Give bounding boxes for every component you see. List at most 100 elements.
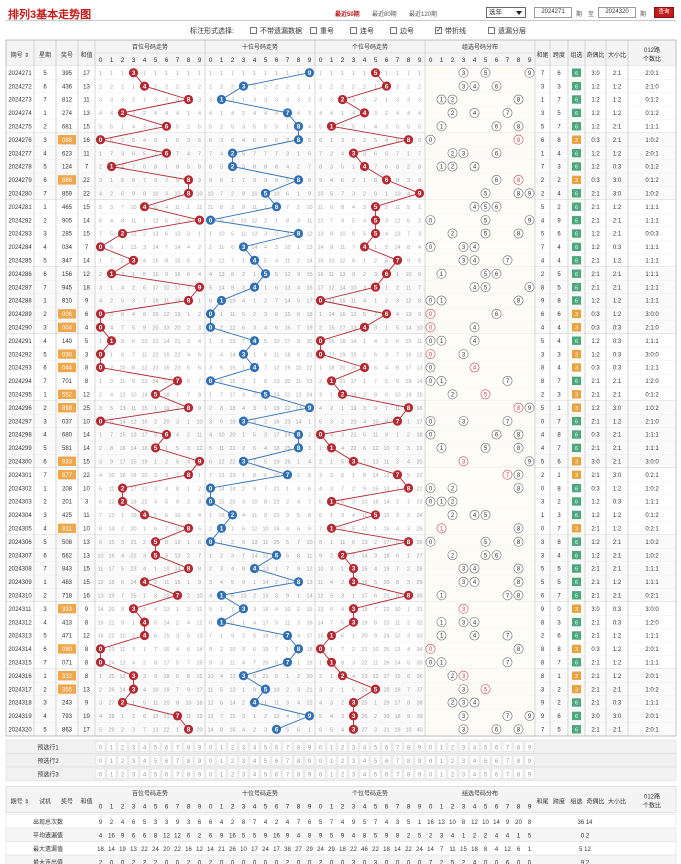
trend-ball-u [381,175,392,185]
omission-value: 1 [407,500,410,506]
trend-ball-t [238,416,249,426]
omission-value: 7 [154,647,157,653]
omission-value: 2 [396,446,399,452]
trend-ball-digit: 3 [352,727,356,734]
omission-value: 3 [374,728,377,734]
weekday-cell: 1 [43,580,47,586]
omission-value: 12 [119,661,125,667]
big-small-cell: 1:2 [613,661,622,667]
stats-value: 22 [350,847,357,853]
group-ball-digit: 2 [451,486,455,492]
omission-value: 3 [352,500,355,506]
issue-cell: 2024301 [8,473,32,479]
group-ball-digit: 3 [462,674,466,680]
omission-value: 3 [220,661,223,667]
omission-value: 16 [218,513,224,519]
option-checkbox-4[interactable] [435,26,442,34]
group-ball [425,536,436,547]
omission-value: 2 [319,379,322,385]
road012-cell: 0:1:2 [645,165,659,171]
to-issue-input[interactable]: 2024320 [598,7,636,18]
omission-value: 14 [372,473,378,479]
omission-value: 4 [110,111,113,117]
span-cell: 0 [557,607,561,613]
omission-value: 2 [330,473,333,479]
option-checkbox-5[interactable] [488,27,495,34]
number-cell: 793 [62,714,73,720]
omission-value: 1 [187,111,190,117]
big-small-cell: 3:0 [613,192,622,198]
group-ball [491,148,502,158]
big-small-cell: 1:2 [613,580,622,586]
sum-tail-cell: 9 [541,299,545,305]
stats-value: 26 [229,847,236,853]
omission-value: 2 [165,84,168,90]
period-select[interactable]: 选年 [486,7,526,18]
omission-value: 17 [174,285,180,291]
weekday-cell: 3 [43,419,47,425]
odd-even-cell: 0:3 [591,647,600,653]
trend-ball-t [304,68,315,78]
range-last-50-link[interactable]: 最近50期 [335,12,360,18]
stats-value: 12 [196,847,203,853]
road012-cell: 2:0:1 [645,71,659,77]
group-ball [513,590,524,601]
group-ball-digit: 8 [517,473,521,479]
omission-value: 1 [176,607,179,613]
omission-value: 6 [341,473,344,479]
omission-value: 7 [121,326,124,332]
odd-even-cell: 2:1 [591,379,600,385]
trend-ball-digit: 7 [286,660,290,667]
omission-value: 11 [208,205,214,211]
omission-value: 1 [209,513,212,519]
group-ball [458,617,469,627]
omission-value: 4 [286,714,289,720]
group-ball [458,603,469,614]
number-cell: 034 [62,245,73,251]
group-ball-digit: 8 [517,178,521,184]
omission-value: 4 [385,138,388,144]
option-checkbox-1[interactable] [310,27,317,34]
issue-cell: 2024289 [8,312,32,318]
option-checkbox-0[interactable] [250,27,257,34]
number-cell: 124 [62,165,73,171]
omission-value: 8 [132,178,135,184]
omission-value: 15 [416,393,422,399]
weekday-cell: 2 [43,218,47,224]
omission-value: 9 [418,178,421,184]
omission-value: 7 [352,245,355,251]
omission-value: 14 [174,245,180,251]
trend-ball-digit: 1 [220,97,224,104]
span-cell: 1 [557,406,561,412]
omission-value: 3 [352,192,355,198]
stats-value: 18 [339,847,346,853]
omission-value: 2 [209,352,212,358]
range-last-120-link[interactable]: 最近120期 [409,12,438,18]
stats-value: 15 [460,847,467,853]
omission-value: 20 [196,728,202,734]
omission-value: 6 [363,446,366,452]
omission-value: 2 [330,553,333,559]
omission-value: 8 [99,527,102,533]
footer-digit: 0 [99,804,103,811]
big-small-cell: 2:1 [613,138,622,144]
group-ball-digit: 4 [473,513,477,519]
option-checkbox-3[interactable] [390,27,397,34]
issue-cell: 2024280 [8,192,32,198]
road012-cell: 2:1:0 [645,84,659,90]
odd-even-cell: 2:1 [591,580,600,586]
range-last-80-link[interactable]: 最近80期 [372,12,397,18]
span-cell: 6 [557,714,561,720]
omission-value: 12 [141,366,147,372]
group-ball [458,724,469,735]
from-issue-input[interactable]: 2024271 [534,7,572,18]
query-button[interactable]: 查询 [654,7,674,18]
omission-value: 4 [99,192,102,198]
trend-ball-digit: 7 [396,472,400,479]
omission-value: 21 [141,486,147,492]
trend-ball-digit: 8 [297,137,301,144]
omission-value: 2 [176,84,179,90]
option-checkbox-2[interactable] [350,27,357,34]
omission-value: 7 [143,728,146,734]
omission-value: 1 [330,71,333,77]
